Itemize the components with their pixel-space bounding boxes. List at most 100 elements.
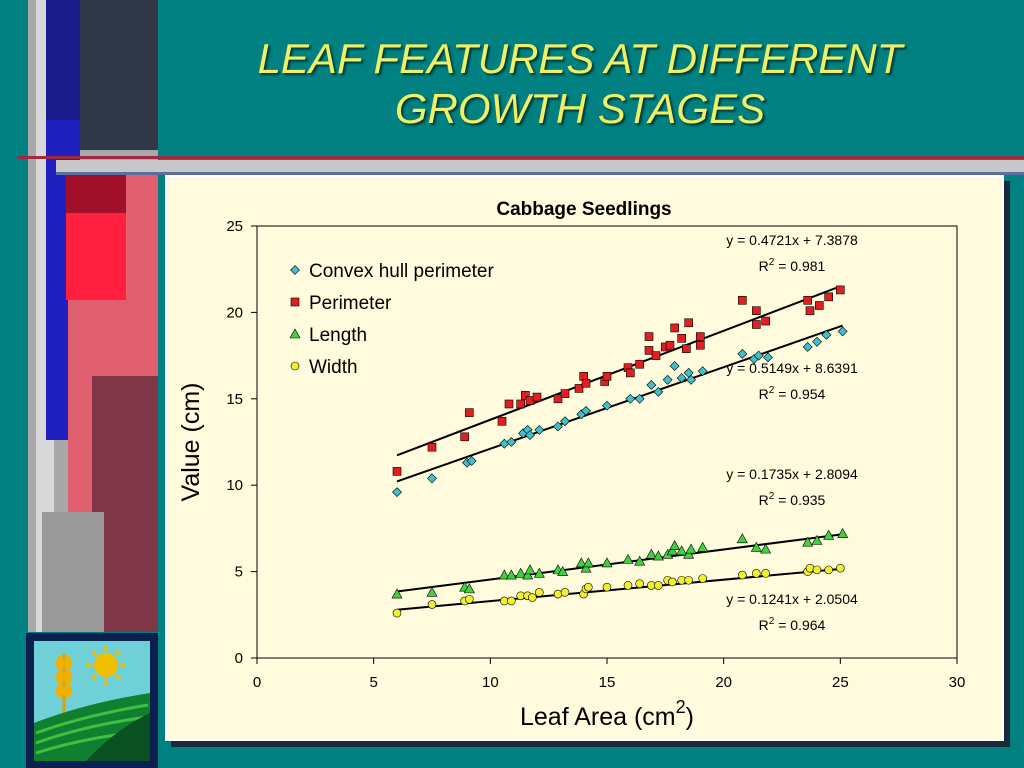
point-diamond — [625, 393, 636, 404]
point-square — [670, 323, 679, 333]
point-square — [602, 372, 612, 381]
point-square — [560, 389, 570, 398]
x-tick-label: 25 — [832, 674, 849, 691]
point-square — [665, 340, 675, 350]
point-diamond — [686, 374, 696, 385]
point-circle — [684, 575, 693, 585]
x-tick-label: 15 — [599, 674, 616, 691]
legend-label: Perimeter — [309, 293, 392, 314]
trend-r2: R2 = 0.954 — [759, 385, 826, 402]
point-square — [644, 332, 654, 341]
x-axis-label-main: Leaf Area (cm — [520, 703, 676, 731]
point-circle — [553, 589, 563, 599]
point-square — [805, 306, 815, 315]
point-diamond — [553, 421, 563, 432]
point-square — [682, 344, 691, 353]
point-triangle — [666, 545, 678, 556]
r2-symbol: R — [759, 386, 769, 402]
point-square — [504, 399, 514, 409]
point-diamond — [821, 329, 832, 340]
point-circle — [654, 581, 663, 590]
point-diamond — [560, 416, 570, 427]
point-square — [644, 346, 654, 355]
point-square — [752, 320, 761, 329]
chart-panel: Cabbage Seedlings 0 5 10 15 20 25 30 0 5 10 15 20 25… — [165, 175, 1004, 741]
r2-superscript: 2 — [769, 616, 775, 627]
trend-equation: y = 0.1241x + 2.0504 — [726, 591, 858, 607]
legend-marker-square — [290, 297, 300, 307]
point-square — [696, 340, 705, 350]
point-square — [581, 378, 591, 388]
chart-title: Cabbage Seedlings — [496, 199, 671, 220]
point-diamond — [534, 424, 545, 435]
deco-dark-block — [80, 0, 158, 150]
point-triangle — [533, 567, 545, 578]
x-tick-label: 20 — [715, 674, 732, 691]
point-diamond — [763, 352, 773, 363]
point-triangle — [669, 540, 681, 550]
point-triangle — [823, 529, 835, 540]
point-square — [574, 384, 584, 393]
legend: Convex hull perimeter Perimeter Length Widt… — [289, 261, 494, 378]
point-triangle — [601, 557, 613, 568]
legend-marker-diamond — [290, 265, 300, 275]
point-diamond — [634, 393, 645, 404]
point-triangle — [498, 569, 510, 580]
point-circle — [812, 565, 822, 575]
point-diamond — [392, 487, 402, 498]
point-square — [824, 292, 833, 302]
trend-equation: y = 0.1735x + 2.8094 — [726, 466, 858, 482]
point-square — [516, 399, 525, 409]
point-diamond — [837, 326, 848, 337]
trend-r2: R2 = 0.964 — [759, 616, 826, 633]
point-triangle — [736, 533, 748, 544]
y-tick-label: 20 — [226, 304, 243, 321]
point-square — [815, 301, 824, 310]
point-triangle — [580, 562, 592, 573]
logo-badge — [26, 633, 158, 768]
point-square — [752, 306, 761, 315]
point-triangle — [811, 534, 823, 545]
point-square — [497, 416, 507, 426]
point-circle — [602, 582, 612, 592]
x-axis-label: Leaf Area (cm2) — [520, 697, 694, 731]
deco-lightgray-block — [42, 512, 104, 632]
y-tick-label: 15 — [226, 391, 243, 408]
point-square — [460, 432, 469, 442]
point-triangle — [463, 583, 475, 594]
point-circle — [528, 593, 537, 602]
trend-r2: R2 = 0.981 — [759, 257, 826, 274]
deco-horizontal-bar — [56, 160, 1024, 175]
point-square — [553, 394, 563, 404]
point-square — [761, 316, 770, 326]
point-diamond — [802, 342, 813, 352]
sun-icon — [94, 653, 118, 677]
point-circle — [738, 570, 747, 580]
point-triangle — [622, 553, 634, 564]
point-diamond — [499, 438, 510, 449]
point-triangle — [685, 543, 697, 554]
trendline-square — [396, 285, 841, 457]
point-circle — [824, 565, 833, 575]
point-square — [836, 285, 845, 295]
point-triangle — [634, 555, 646, 566]
r2-value: = 0.981 — [774, 258, 825, 274]
point-circle — [584, 582, 593, 592]
point-square — [635, 359, 644, 369]
trend-equation: y = 0.5149x + 8.6391 — [726, 360, 858, 376]
r2-superscript: 2 — [769, 257, 775, 268]
point-diamond — [662, 374, 673, 385]
point-square — [803, 296, 812, 305]
point-triangle — [524, 564, 536, 575]
axis-ticks: 0 5 10 15 20 25 30 0 5 10 15 20 25 — [226, 218, 965, 691]
point-square — [651, 351, 661, 360]
point-circle — [752, 569, 761, 578]
point-triangle — [582, 557, 594, 568]
legend-label: Convex hull perimeter — [309, 261, 494, 282]
point-diamond — [653, 386, 664, 397]
trendline-diamond — [396, 324, 843, 483]
legend-marker-triangle — [289, 328, 301, 339]
point-square — [626, 368, 635, 378]
point-diamond — [737, 348, 748, 359]
